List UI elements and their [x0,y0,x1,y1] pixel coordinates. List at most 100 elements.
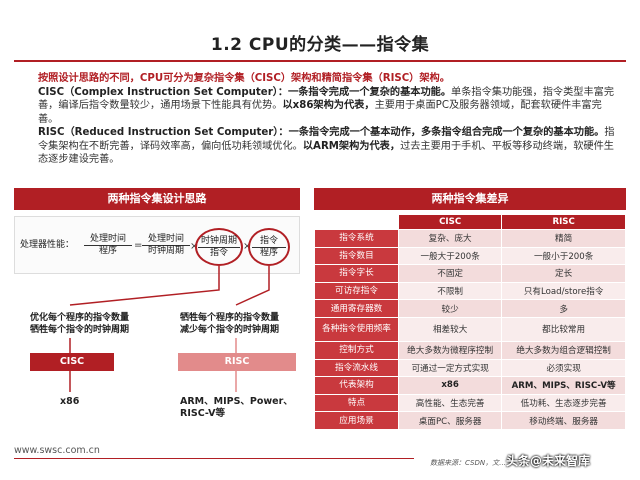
table-row: 控制方式 绝大多数为微程序控制 绝大多数为组合逻辑控制 [314,340,626,360]
cisc-example: x86 [60,396,80,407]
risc-body: 指令集架构在不断完善，译码效率高，偏向低功耗领域优化。 [38,127,615,152]
risc-tail: 过去主要用于手机、平板等移动终端，软硬件生态逐步建设完善。 [38,140,614,166]
fraction-3-denominator: 指令 [209,248,228,258]
header-risc: RISC [501,214,626,230]
cisc-cell: 高性能、生态完善 [397,393,503,413]
table-row: 可访存指令 不限制 只有Load/store指令 [314,281,626,301]
cisc-body: 单条指令集功能强，指令类型丰富完善，编译后指令数量较少，通用场景下性能具有优势。 [38,86,615,112]
risc-representative: 以ARM架构为代表， [302,140,401,152]
table-row: 各种指令使用频率 相差较大 都比较常用 [314,316,626,342]
risc-cell: 精简 [501,229,626,248]
watermark: 头条@未来智库 [506,454,591,468]
cisc-connector [69,266,220,306]
formula-fraction-1: 处理时间 程序 [84,234,132,257]
row-label: 特点 [314,393,399,413]
cisc-cell: x86 [397,376,503,395]
row-label: 各种指令使用频率 [314,316,399,342]
fraction-4-denominator: 程序 [259,248,278,258]
row-label: 可访存指令 [314,281,399,301]
cisc-cell: 不固定 [397,264,503,283]
formula-fraction-4: 指令 程序 [252,236,286,259]
risc-cell: 只有Load/store指令 [501,281,626,301]
risc-definition: 一条指令完成一个基本动作，多条指令组合完成一个复杂的基本功能。 [288,127,605,138]
risc-example-2: RISC-V等 [180,408,225,419]
cisc-cell: 可通过一定方式实现 [397,358,503,378]
cisc-representative: 以x86架构为代表， [282,100,375,111]
fraction-2-numerator: 处理时间 [142,234,190,246]
cisc-note-1: 优化每个程序的指令数量 [30,313,130,323]
cisc-cell: 绝大多数为微程序控制 [397,340,503,360]
risc-cell: 低功耗、生态逐步完善 [501,393,626,413]
fraction-4-numerator: 指令 [252,236,286,248]
risc-cell: 移动终端、服务器 [501,411,626,430]
cisc-cell: 相差较大 [397,316,503,342]
fraction-3-numerator: 时钟周期 [198,236,240,248]
footer-divider [14,458,414,459]
cisc-tail: 主要用于桌面PC及服务器领域，配套软硬件丰富完善。 [38,100,602,125]
risc-example-1: ARM、MIPS、Power、 [180,396,293,407]
highlight-circle-2 [248,228,290,266]
risc-term: RISC（Reduced Instruction Set Computer）： [38,127,289,138]
comparison-table: CISC RISC 指令系统 复杂、庞大 精简 指令数目 一般大于200条 一般小于20… [314,214,626,430]
title-divider [14,60,626,62]
table-header-row: CISC RISC [314,214,626,230]
formula-fraction-3: 时钟周期 指令 [198,236,240,259]
header-cisc: CISC [397,214,503,230]
cisc-cell: 较少 [397,299,503,318]
risc-cell: 绝大多数为组合逻辑控制 [501,340,626,360]
fraction-1-numerator: 处理时间 [84,234,132,246]
page-title: 1.2 CPU的分类——指令集 [210,35,430,55]
fraction-1-denominator: 程序 [98,246,117,256]
risc-optimization-note: 牺牲每个程序的指令数量 减少每个指令的时钟周期 [180,312,279,336]
table-row: 指令字长 不固定 定长 [314,264,626,283]
footer-url[interactable]: www.swsc.com.cn [14,445,100,456]
table-row: 应用场景 桌面PC、服务器 移动终端、服务器 [314,411,626,430]
cisc-term: CISC（Complex Instruction Set Computer）： [38,86,289,98]
header-blank-cell [314,214,399,230]
risc-cell: 定长 [501,264,626,283]
row-label: 指令流水线 [314,358,399,378]
equals-sign: = [134,240,143,251]
table-row: 指令流水线 可通过一定方式实现 必须实现 [314,358,626,378]
cisc-optimization-note: 优化每个程序的指令数量 牺牲每个指令的时钟周期 [30,312,129,336]
row-label: 通用寄存器数 [314,299,399,318]
cisc-cell: 不限制 [397,281,503,301]
cisc-tag: CISC [30,353,114,371]
risc-cell: 多 [501,299,626,318]
cisc-note-2: 牺牲每个指令的时钟周期 [30,325,130,335]
cisc-definition: 一条指令完成一个复杂的基本功能。 [288,86,452,98]
table-row: 代表架构 x86 ARM、MIPS、RISC-V等 [314,376,626,395]
risc-cell: 一般小于200条 [501,246,626,266]
design-approach-header: 两种指令集设计思路 [14,188,300,210]
risc-connector [235,266,270,306]
times-sign-1: × [190,241,199,252]
row-label: 控制方式 [314,340,399,360]
formula-fraction-2: 处理时间 时钟周期 [142,234,190,257]
times-sign-2: × [243,241,252,252]
table-row: 指令数目 一般大于200条 一般小于200条 [314,246,626,266]
row-label: 应用场景 [314,411,399,430]
footer-source: 数据来源：CSDN，文… [430,459,507,467]
table-row: 特点 高性能、生态完善 低功耗、生态逐步完善 [314,393,626,413]
risc-cell: 必须实现 [501,358,626,378]
highlight-circle-1 [195,228,243,266]
risc-note-1: 牺牲每个程序的指令数量 [180,313,280,323]
cisc-cell: 复杂、庞大 [397,229,503,248]
risc-cell: ARM、MIPS、RISC-V等 [501,376,626,395]
fraction-2-denominator: 时钟周期 [147,246,184,256]
row-label: 指令字长 [314,264,399,283]
row-label: 指令系统 [314,229,399,248]
intro-paragraph: 按照设计思路的不同，CPU可分为复杂指令集（CISC）架构和精简指令集（RISC… [38,72,618,167]
table-row: 通用寄存器数 较少多 [314,299,626,318]
intro-line: 按照设计思路的不同，CPU可分为复杂指令集（CISC）架构和精简指令集（RISC… [38,73,450,84]
row-label: 代表架构 [314,376,399,395]
risc-examples: ARM、MIPS、Power、 RISC-V等 [180,396,293,420]
formula-lhs: 处理器性能： [20,240,75,250]
cisc-cell: 一般大于200条 [397,246,503,266]
differences-header: 两种指令集差异 [314,188,626,210]
table-row: 指令系统 复杂、庞大 精简 [314,229,626,248]
risc-tag: RISC [178,353,296,371]
cisc-cell: 桌面PC、服务器 [397,411,503,430]
row-label: 指令数目 [314,246,399,266]
